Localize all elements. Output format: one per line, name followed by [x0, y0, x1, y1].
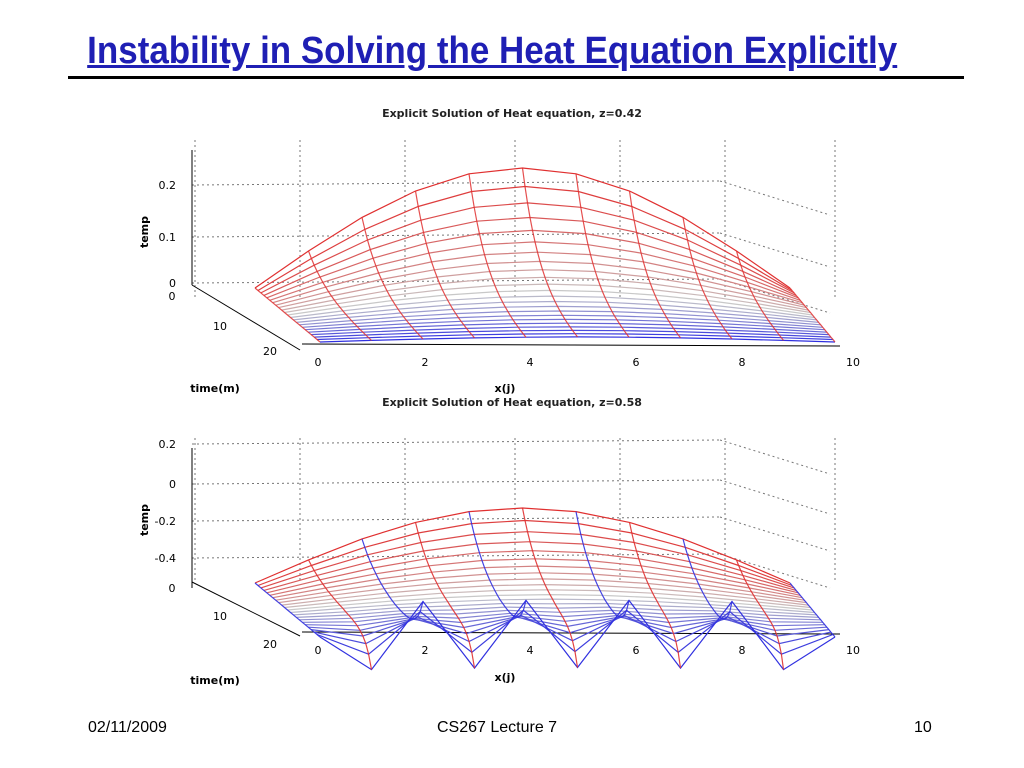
gridline-horizontal: [191, 278, 721, 284]
z-tick-label: -0.4: [155, 552, 176, 565]
x-tick-label: 6: [633, 644, 640, 657]
footer-course: CS267 Lecture 7: [437, 719, 558, 736]
mesh-line-x: [361, 538, 424, 620]
mesh-line-time: [257, 185, 793, 292]
mesh-line-x: [521, 507, 579, 668]
gridline-horizontal: [719, 278, 831, 314]
grid: [191, 140, 836, 314]
gridline-horizontal: [191, 479, 721, 485]
mesh-line-x: [468, 173, 527, 338]
x-tick-label: 0: [315, 356, 322, 369]
x-tick-label: 8: [739, 644, 746, 657]
time-tick-label: 10: [213, 610, 227, 623]
x-axis-label: x(j): [495, 382, 516, 395]
mesh-line-x: [414, 190, 475, 339]
time-axis-label: time(m): [190, 674, 239, 687]
time-tick-label: 0: [169, 582, 176, 595]
gridline-horizontal: [719, 180, 831, 216]
mesh-line-x: [628, 522, 682, 669]
mesh-line-time: [260, 202, 795, 294]
title-underline: [68, 76, 964, 79]
mesh-line-x: [735, 559, 785, 670]
time-axis-line: [191, 284, 301, 351]
mesh-line-x: [789, 287, 836, 343]
z-tick-label: 0.2: [159, 179, 177, 192]
z-axis-label: temp: [138, 504, 151, 536]
plot-title: Explicit Solution of Heat equation, z=0.…: [382, 396, 642, 409]
mesh-line-x: [682, 538, 733, 620]
mesh-line-x: [735, 250, 784, 341]
mesh-line-x: [682, 217, 733, 340]
mesh-line-time: [319, 336, 836, 343]
x-tick-label: 4: [527, 356, 534, 369]
time-tick-label: 20: [263, 345, 277, 358]
time-axis-label: time(m): [190, 382, 239, 395]
x-tick-label: 10: [846, 356, 860, 369]
mesh-line-x: [414, 522, 476, 669]
mesh-line-time: [269, 241, 801, 301]
mesh-line-x: [307, 559, 373, 670]
gridline-horizontal: [719, 439, 831, 475]
z-tick-label: 0: [169, 277, 176, 290]
x-tick-label: 0: [315, 644, 322, 657]
footer-date: 02/11/2009: [88, 719, 167, 736]
mesh-line-x: [521, 167, 578, 338]
mesh-line-x: [361, 217, 424, 340]
z-tick-label: -0.2: [155, 515, 176, 528]
gridline-horizontal: [719, 516, 831, 552]
gridline-horizontal: [719, 479, 831, 515]
gridline-horizontal: [719, 232, 831, 268]
x-axis-line: [301, 343, 841, 347]
x-axis-label: x(j): [495, 671, 516, 684]
x-tick-label: 2: [422, 356, 429, 369]
mesh-line-x: [575, 511, 630, 618]
surface-plot-2: Explicit Solution of Heat equation, z=0.…: [138, 396, 860, 687]
gridline-horizontal: [191, 516, 721, 522]
x-tick-label: 4: [527, 644, 534, 657]
mesh-line-x: [307, 250, 372, 341]
mesh-line-x: [468, 511, 527, 618]
mesh-line-x: [254, 287, 321, 343]
time-tick-label: 20: [263, 638, 277, 651]
x-tick-label: 10: [846, 644, 860, 657]
mesh-line-x: [575, 173, 630, 338]
surface-mesh: [254, 507, 836, 671]
x-tick-label: 6: [633, 356, 640, 369]
gridline-horizontal: [719, 553, 831, 589]
plot-title: Explicit Solution of Heat equation, z=0.…: [382, 107, 642, 120]
surface-plot-1: Explicit Solution of Heat equation, z=0.…: [138, 107, 860, 395]
x-tick-label: 2: [422, 644, 429, 657]
surface-mesh: [254, 167, 836, 343]
z-tick-label: 0.1: [159, 231, 177, 244]
mesh-line-x: [628, 190, 681, 339]
gridline-horizontal: [191, 180, 721, 186]
time-tick-label: 10: [213, 320, 227, 333]
gridline-horizontal: [191, 232, 721, 238]
time-axis-line: [191, 581, 301, 637]
mesh-line-x: [789, 582, 836, 638]
z-tick-label: 0.2: [159, 438, 177, 451]
mesh-line-x: [254, 582, 321, 638]
x-tick-label: 8: [739, 356, 746, 369]
z-axis-label: temp: [138, 216, 151, 248]
z-tick-label: 0: [169, 478, 176, 491]
slide-title: Instability in Solving the Heat Equation…: [87, 30, 898, 72]
footer-page-number: 10: [914, 719, 932, 736]
gridline-horizontal: [191, 439, 721, 445]
gridline-horizontal: [191, 553, 721, 559]
time-tick-label: 0: [169, 290, 176, 303]
